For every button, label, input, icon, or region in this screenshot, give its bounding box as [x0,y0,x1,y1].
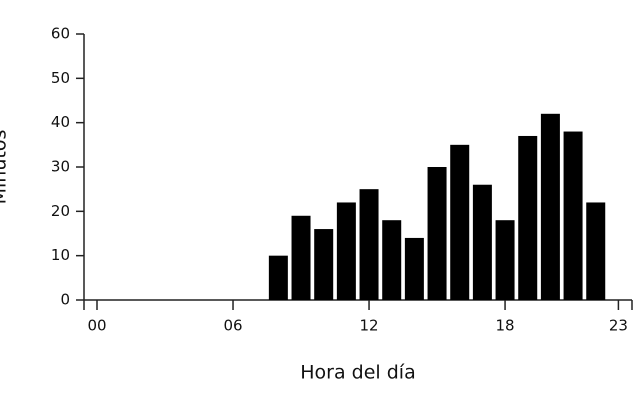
y-tick-label: 60 [51,25,70,43]
bar [268,255,288,300]
x-tick-label: 18 [496,317,515,335]
bar [382,220,402,300]
bar [518,135,538,300]
bar [563,131,583,300]
y-tick-label: 50 [51,69,70,87]
x-tick-label: 00 [87,317,106,335]
bar [314,229,334,300]
bar [540,113,560,300]
bar [359,189,379,300]
bar [586,202,606,300]
bar [472,184,492,300]
bar [291,215,311,300]
y-tick-label: 40 [51,113,70,131]
x-tick-label: 23 [609,317,628,335]
x-axis-label: Hora del día [300,362,415,384]
y-tick-label: 20 [51,202,70,220]
bar [404,237,424,300]
bar [427,167,447,300]
bar [336,202,356,300]
x-tick-label: 06 [223,317,242,335]
bar [495,220,515,300]
x-tick-label: 12 [359,317,378,335]
bar [450,144,470,300]
y-axis-label: Minutos [0,130,11,205]
y-tick-label: 0 [60,291,70,309]
y-tick-label: 10 [51,246,70,264]
y-tick-label: 30 [51,158,70,176]
